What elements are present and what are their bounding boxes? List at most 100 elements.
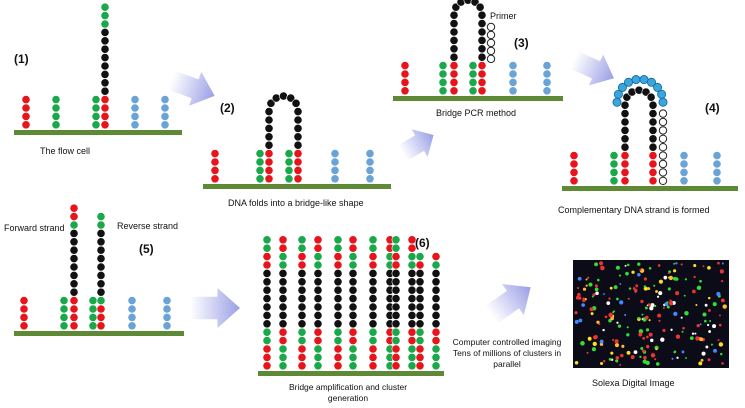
solexa-cluster-dot (699, 337, 704, 342)
dna-bead (313, 235, 323, 245)
dna-bead (620, 167, 630, 177)
dna-bead (648, 176, 658, 186)
dna-bead (368, 260, 378, 270)
solexa-cluster-dot (693, 275, 696, 279)
dna-bead (271, 93, 281, 103)
solexa-cluster-dot (626, 326, 629, 329)
dna-bead (266, 98, 276, 108)
dna-bead (297, 327, 307, 337)
solexa-cluster-dot (717, 261, 720, 265)
dna-bead (69, 245, 79, 255)
dna-bead (160, 103, 170, 113)
complementary-bead (647, 77, 657, 87)
solexa-cluster-dot (641, 349, 646, 353)
solexa-cluster-dot (616, 321, 619, 324)
dna-bead (297, 260, 307, 270)
dna-bead (477, 86, 487, 96)
reverse-strand-label: Reverse strand (117, 221, 179, 231)
dna-bead (130, 95, 140, 104)
dna-bead (648, 142, 658, 152)
dna-bead (262, 285, 272, 295)
solexa-cluster-dot (704, 319, 707, 323)
dna-bead (679, 167, 689, 177)
solexa-cluster-dot (618, 274, 622, 277)
solexa-cluster-dot (700, 358, 704, 362)
dna-bead (100, 2, 110, 12)
dna-bead (449, 27, 459, 37)
dna-bead (431, 268, 441, 278)
complementary-bead (617, 82, 627, 92)
complementary-bead (658, 176, 668, 186)
dna-bead (313, 310, 323, 320)
solexa-cluster-dot (594, 262, 599, 267)
solexa-cluster-dot (639, 268, 642, 271)
dna-bead (438, 61, 448, 70)
dna-bead (477, 61, 487, 70)
dna-bead (69, 254, 79, 263)
solexa-cluster-dot (619, 363, 622, 366)
dna-bead (262, 310, 272, 320)
dna-bead (91, 120, 101, 130)
process-arrow (167, 70, 215, 106)
dna-bead (21, 112, 31, 121)
dna-bead (278, 252, 288, 261)
dna-bead (431, 294, 441, 303)
dna-bead (569, 151, 579, 160)
solexa-cluster-dot (666, 301, 669, 304)
dna-bead (21, 120, 31, 130)
dna-bead (449, 78, 459, 87)
dna-bead (160, 120, 170, 130)
solexa-cluster-dot (619, 300, 624, 305)
dna-bead (262, 243, 272, 253)
dna-bead (477, 52, 487, 62)
dna-bead (297, 235, 307, 245)
solexa-cluster-dot (673, 269, 677, 273)
solexa-cluster-dot (662, 328, 666, 333)
solexa-cluster-dot (707, 358, 711, 362)
dna-bead (415, 252, 425, 261)
dna-bead (391, 268, 401, 278)
dna-bead (69, 262, 79, 272)
dna-bead (415, 344, 425, 354)
dna-bead (69, 212, 79, 221)
primer-label: Primer (490, 11, 517, 21)
solexa-cluster-dot (675, 262, 678, 265)
solexa-cluster-dot (681, 350, 685, 354)
solexa-cluster-dot (718, 314, 721, 317)
solexa-cluster-dot (602, 328, 605, 332)
step-5-number: (5) (139, 242, 154, 256)
solexa-cluster-dot (628, 287, 632, 290)
solexa-cluster-dot (675, 334, 681, 339)
dna-bead (569, 176, 579, 186)
forward-strand-label: Forward strand (4, 223, 65, 233)
solexa-cluster-dot (704, 303, 708, 307)
solexa-cluster-dot (683, 294, 686, 297)
dna-bead (415, 336, 425, 345)
dna-bead (407, 344, 417, 354)
solexa-cluster-dot (640, 299, 644, 304)
dna-bead (291, 98, 301, 108)
dna-bead (620, 151, 630, 160)
dna-bead (100, 61, 110, 71)
step-1-number: (1) (14, 52, 29, 66)
dna-bead (297, 243, 307, 253)
dna-bead (255, 174, 265, 184)
solexa-cluster-dot (627, 297, 630, 300)
dna-bead (100, 36, 110, 46)
solexa-cluster-dot (682, 326, 685, 330)
dna-bead (69, 220, 79, 230)
dna-bead (348, 319, 358, 329)
dna-bead (449, 52, 459, 62)
dna-bead (407, 235, 417, 245)
solexa-cluster-dot (638, 329, 644, 334)
solexa-cluster-dot (647, 303, 651, 307)
dna-bead (297, 336, 307, 345)
dna-bead (475, 2, 485, 12)
dna-bead (333, 327, 343, 337)
bridge-pcr-label: Bridge PCR method (436, 108, 517, 118)
solexa-cluster-dot (657, 313, 662, 318)
dna-bead (293, 132, 303, 142)
dna-bead (569, 167, 579, 177)
dna-bead (391, 235, 401, 245)
solexa-cluster-dot (604, 315, 608, 319)
